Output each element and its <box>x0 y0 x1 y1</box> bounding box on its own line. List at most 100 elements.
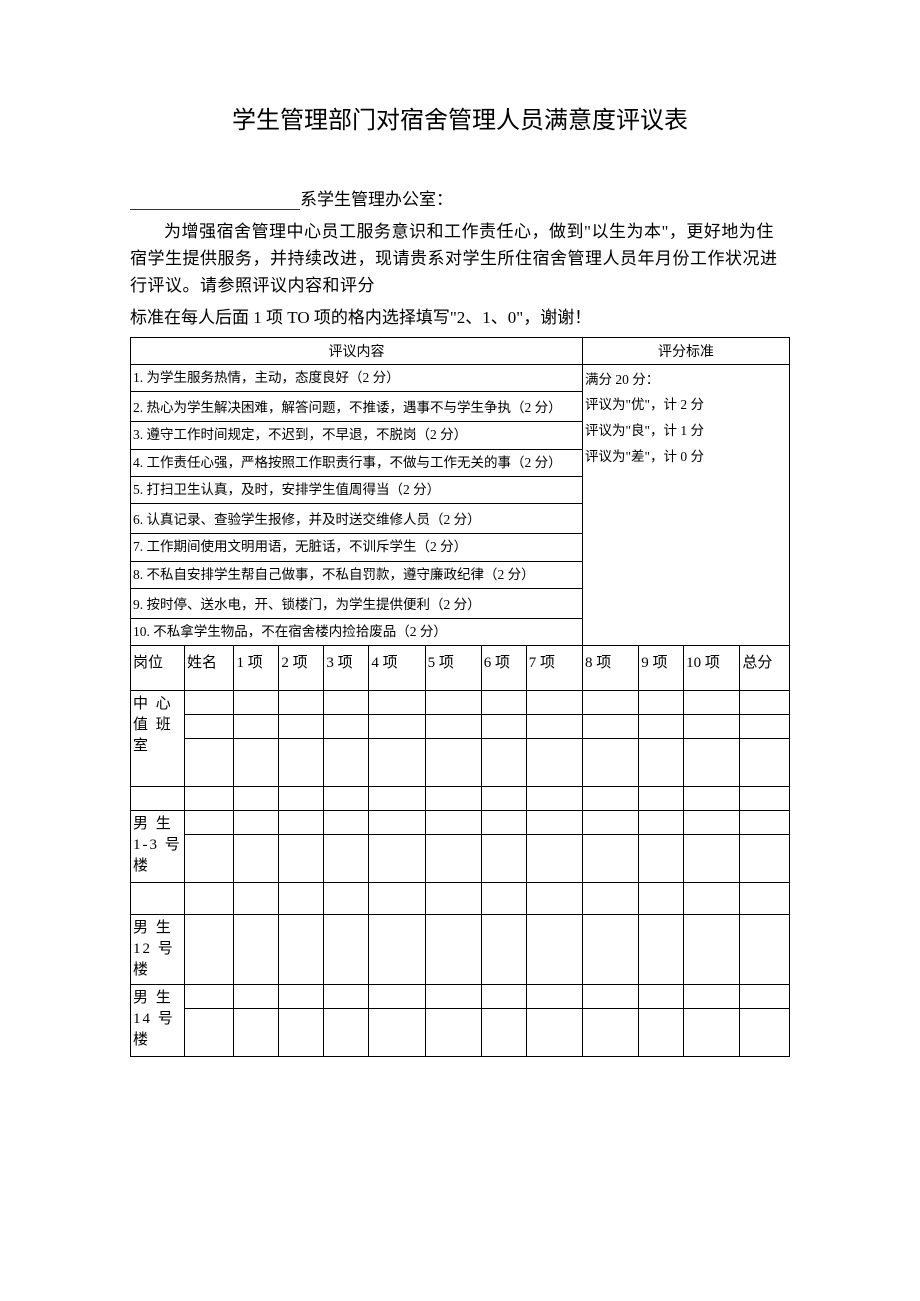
cell[interactable] <box>324 811 369 835</box>
cell[interactable] <box>324 715 369 739</box>
cell[interactable] <box>184 811 233 835</box>
cell[interactable] <box>279 835 324 883</box>
cell[interactable] <box>684 811 740 835</box>
cell[interactable] <box>582 811 638 835</box>
cell[interactable] <box>425 691 481 715</box>
cell[interactable] <box>425 715 481 739</box>
cell[interactable] <box>481 883 526 915</box>
cell[interactable] <box>526 691 582 715</box>
cell[interactable] <box>425 883 481 915</box>
cell[interactable] <box>684 787 740 811</box>
cell[interactable] <box>582 715 638 739</box>
cell[interactable] <box>279 915 324 985</box>
cell[interactable] <box>740 691 790 715</box>
cell[interactable] <box>582 915 638 985</box>
cell[interactable] <box>582 835 638 883</box>
cell[interactable] <box>526 811 582 835</box>
cell[interactable] <box>131 883 185 915</box>
cell[interactable] <box>684 915 740 985</box>
cell[interactable] <box>369 915 425 985</box>
cell[interactable] <box>481 691 526 715</box>
cell[interactable] <box>481 835 526 883</box>
cell[interactable] <box>639 883 684 915</box>
cell[interactable] <box>369 811 425 835</box>
cell[interactable] <box>184 835 233 883</box>
cell[interactable] <box>184 739 233 787</box>
cell[interactable] <box>481 1009 526 1057</box>
cell[interactable] <box>582 985 638 1009</box>
cell[interactable] <box>279 811 324 835</box>
cell[interactable] <box>131 787 185 811</box>
cell[interactable] <box>324 835 369 883</box>
cell[interactable] <box>684 1009 740 1057</box>
cell[interactable] <box>425 787 481 811</box>
cell[interactable] <box>684 985 740 1009</box>
cell[interactable] <box>234 883 279 915</box>
cell[interactable] <box>425 835 481 883</box>
cell[interactable] <box>425 915 481 985</box>
cell[interactable] <box>279 1009 324 1057</box>
cell[interactable] <box>684 715 740 739</box>
cell[interactable] <box>184 691 233 715</box>
cell[interactable] <box>526 883 582 915</box>
cell[interactable] <box>582 883 638 915</box>
cell[interactable] <box>740 811 790 835</box>
cell[interactable] <box>639 739 684 787</box>
cell[interactable] <box>425 739 481 787</box>
cell[interactable] <box>324 739 369 787</box>
cell[interactable] <box>369 691 425 715</box>
cell[interactable] <box>526 835 582 883</box>
cell[interactable] <box>684 883 740 915</box>
cell[interactable] <box>279 883 324 915</box>
cell[interactable] <box>684 739 740 787</box>
cell[interactable] <box>639 811 684 835</box>
cell[interactable] <box>481 715 526 739</box>
cell[interactable] <box>369 715 425 739</box>
cell[interactable] <box>740 985 790 1009</box>
cell[interactable] <box>639 915 684 985</box>
cell[interactable] <box>639 691 684 715</box>
cell[interactable] <box>184 715 233 739</box>
cell[interactable] <box>481 811 526 835</box>
cell[interactable] <box>324 1009 369 1057</box>
cell[interactable] <box>184 883 233 915</box>
cell[interactable] <box>684 835 740 883</box>
cell[interactable] <box>279 985 324 1009</box>
cell[interactable] <box>234 915 279 985</box>
cell[interactable] <box>324 883 369 915</box>
cell[interactable] <box>369 835 425 883</box>
cell[interactable] <box>684 691 740 715</box>
cell[interactable] <box>279 691 324 715</box>
cell[interactable] <box>369 739 425 787</box>
cell[interactable] <box>582 739 638 787</box>
cell[interactable] <box>369 1009 425 1057</box>
addressee-blank[interactable] <box>130 193 300 210</box>
cell[interactable] <box>582 1009 638 1057</box>
cell[interactable] <box>639 787 684 811</box>
cell[interactable] <box>740 883 790 915</box>
cell[interactable] <box>425 811 481 835</box>
cell[interactable] <box>740 1009 790 1057</box>
cell[interactable] <box>184 1009 233 1057</box>
cell[interactable] <box>481 739 526 787</box>
cell[interactable] <box>740 715 790 739</box>
cell[interactable] <box>279 715 324 739</box>
cell[interactable] <box>425 985 481 1009</box>
cell[interactable] <box>324 787 369 811</box>
cell[interactable] <box>481 787 526 811</box>
cell[interactable] <box>582 787 638 811</box>
cell[interactable] <box>279 739 324 787</box>
cell[interactable] <box>234 787 279 811</box>
cell[interactable] <box>526 739 582 787</box>
cell[interactable] <box>234 1009 279 1057</box>
cell[interactable] <box>425 1009 481 1057</box>
cell[interactable] <box>234 715 279 739</box>
cell[interactable] <box>526 715 582 739</box>
cell[interactable] <box>234 739 279 787</box>
cell[interactable] <box>481 985 526 1009</box>
cell[interactable] <box>279 787 324 811</box>
cell[interactable] <box>740 915 790 985</box>
cell[interactable] <box>639 1009 684 1057</box>
cell[interactable] <box>184 787 233 811</box>
cell[interactable] <box>740 787 790 811</box>
